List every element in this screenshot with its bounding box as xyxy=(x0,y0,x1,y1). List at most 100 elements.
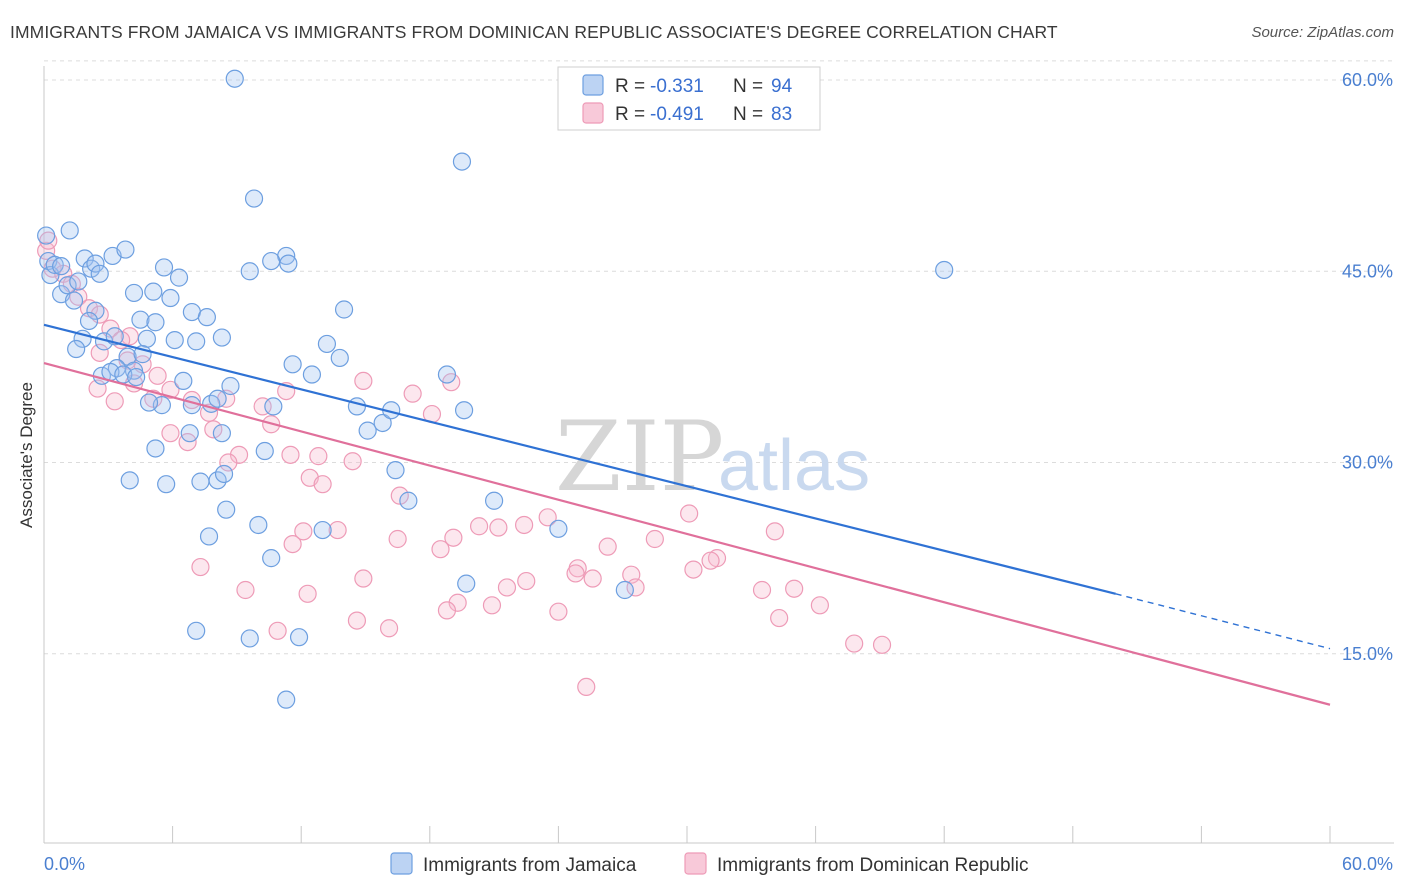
x-tick-labels: 0.0% 60.0% xyxy=(44,854,1393,874)
chart-title: IMMIGRANTS FROM JAMAICA VS IMMIGRANTS FR… xyxy=(10,22,1058,42)
legend-jamaica-r-label: R = xyxy=(615,76,645,97)
dominican-point xyxy=(313,475,332,494)
jamaica-point xyxy=(244,189,264,208)
jamaica-point xyxy=(64,291,84,310)
trend-lines xyxy=(43,323,1331,706)
dominican-point xyxy=(549,602,568,621)
dominican-point xyxy=(645,529,664,549)
jamaica-point xyxy=(79,311,99,331)
jamaica-point xyxy=(437,365,457,384)
jamaica-point xyxy=(217,500,236,519)
jamaica-point xyxy=(187,621,206,640)
dominican-point xyxy=(872,635,892,654)
legend-dominican-n-label: N = xyxy=(733,104,763,125)
jamaica-point xyxy=(86,301,105,320)
dominican-point xyxy=(236,580,255,600)
jamaica-trend-line xyxy=(43,323,1116,595)
dominican-point xyxy=(684,560,703,579)
chart-source: Source: ZipAtlas.com xyxy=(1251,24,1394,41)
jamaica-point xyxy=(485,491,504,510)
legend-swatch-jamaica xyxy=(582,74,604,96)
jamaica-point xyxy=(249,515,268,535)
dominican-point xyxy=(268,621,287,640)
jamaica-point xyxy=(116,240,135,259)
jamaica-point xyxy=(144,282,163,301)
jamaica-point xyxy=(165,331,184,350)
jamaica-point xyxy=(208,389,227,408)
dominican-point xyxy=(354,371,373,390)
jamaica-point xyxy=(197,308,216,327)
legend-swatch-dominican xyxy=(582,102,604,124)
jamaica-point xyxy=(283,355,302,374)
dominican-point xyxy=(810,596,829,615)
jamaica-point xyxy=(358,421,377,440)
dominican-point xyxy=(191,557,210,577)
jamaica-point xyxy=(289,628,309,647)
dominican-point xyxy=(161,380,180,399)
jamaica-point xyxy=(452,152,472,171)
jamaica-point xyxy=(58,276,77,295)
jamaica-point xyxy=(45,255,64,274)
dominican-point xyxy=(765,522,784,541)
dominican-point xyxy=(253,397,272,416)
jamaica-point xyxy=(139,393,159,412)
jamaica-point xyxy=(302,365,322,384)
dominican-point xyxy=(489,518,508,537)
jamaica-point xyxy=(457,574,476,593)
dominican-point xyxy=(283,534,302,554)
jamaica-point xyxy=(182,396,201,415)
dominican-point xyxy=(538,508,557,527)
dominican-point xyxy=(626,578,645,597)
jamaica-point xyxy=(317,334,337,354)
jamaica-point xyxy=(90,264,109,283)
dominican-point xyxy=(680,504,699,523)
jamaica-point xyxy=(330,348,349,368)
jamaica-point xyxy=(60,221,79,240)
dominican-point xyxy=(294,522,313,541)
jamaica-point xyxy=(120,471,139,490)
jamaica-point xyxy=(279,254,298,273)
dominican-point xyxy=(343,452,362,471)
dominican-point xyxy=(298,584,317,603)
jamaica-point xyxy=(399,491,418,510)
dominican-point xyxy=(482,596,502,615)
jamaica-point xyxy=(191,472,210,491)
dominican-point xyxy=(444,528,463,547)
jamaica-point xyxy=(180,424,199,443)
jamaica-point xyxy=(75,249,94,268)
jamaica-point xyxy=(67,339,86,359)
dominican-point xyxy=(309,447,328,466)
x-tick-label: 60.0% xyxy=(1342,854,1393,874)
jamaica-point xyxy=(154,258,174,277)
dominican-point xyxy=(90,343,109,362)
dominican-point xyxy=(517,571,536,591)
jamaica-point xyxy=(313,520,332,540)
jamaica-point xyxy=(52,257,71,276)
dominican-point xyxy=(566,564,585,583)
dominican-point xyxy=(328,520,347,540)
bottom-legend-jamaica-label: Immigrants from Jamaica xyxy=(423,855,637,876)
jamaica-point xyxy=(157,475,176,494)
jamaica-point xyxy=(161,288,180,308)
dominican-point xyxy=(219,453,238,472)
legend-dominican-n-value: 83 xyxy=(771,104,792,125)
jamaica-point xyxy=(131,310,150,329)
jamaica-point xyxy=(225,69,244,88)
y-tick-label: 30.0% xyxy=(1342,453,1393,473)
jamaica-point xyxy=(454,401,474,420)
bottom-legend: Immigrants from Jamaica Immigrants from … xyxy=(390,852,1029,876)
watermark-zip: ZIP xyxy=(555,401,724,513)
jamaica-point xyxy=(199,527,219,546)
jamaica-point xyxy=(214,464,234,484)
jamaica-point xyxy=(69,272,88,291)
y-tick-label: 60.0% xyxy=(1342,70,1393,90)
dominican-point xyxy=(403,384,422,403)
jamaica-point xyxy=(169,268,189,287)
dominican-point xyxy=(281,445,300,464)
bottom-legend-dominican-label: Immigrants from Dominican Republic xyxy=(717,855,1029,876)
bottom-legend-swatch-dominican xyxy=(684,852,707,875)
bottom-legend-swatch-jamaica xyxy=(390,852,413,875)
jamaica-point xyxy=(86,254,105,273)
legend-dominican-r-label: R = xyxy=(615,104,645,125)
